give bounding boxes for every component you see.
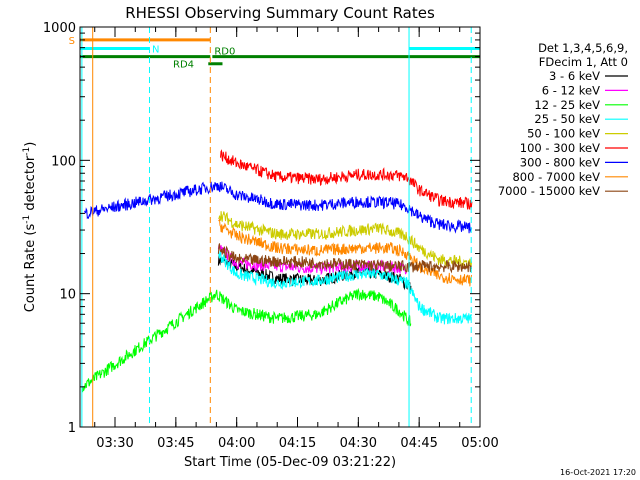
y-axis-label-end: ) xyxy=(23,142,38,147)
y-axis: 1 10 100 1000 xyxy=(43,21,480,436)
series-line-8 xyxy=(217,243,472,274)
legend-label-8: 7000 - 15000 keV xyxy=(498,184,600,198)
annotation-label-5: RD0 xyxy=(214,47,235,58)
x-tick-label-1: 03:45 xyxy=(157,436,194,451)
series-line-6 xyxy=(84,181,473,234)
chart-title: RHESSI Observing Summary Count Rates xyxy=(125,4,435,22)
y-axis-label-sup1: -1 xyxy=(22,215,32,224)
legend-label-1: 6 - 12 keV xyxy=(542,83,600,97)
legend-label-6: 300 - 800 keV xyxy=(520,155,600,169)
x-tick-label-6: 05:00 xyxy=(461,436,498,451)
series-layer xyxy=(82,149,473,393)
y-axis-label-sup2: -1 xyxy=(22,147,32,156)
y-tick-label-2: 100 xyxy=(51,154,76,169)
series-line-5 xyxy=(220,149,473,210)
x-tick-label-4: 04:30 xyxy=(340,436,377,451)
legend-label-2: 12 - 25 keV xyxy=(534,98,600,112)
series-line-2 xyxy=(82,287,412,393)
legend-header-0: Det 1,3,4,5,6,9, xyxy=(538,41,628,55)
y-tick-label-3: 1000 xyxy=(43,21,76,36)
plot-frame xyxy=(79,26,481,428)
x-tick-label-0: 03:30 xyxy=(96,436,133,451)
series-line-3 xyxy=(217,250,472,325)
legend-label-5: 100 - 300 keV xyxy=(520,141,600,155)
annotation-label-1: N xyxy=(152,44,159,55)
legend-header-1: FDecim 1, Att 0 xyxy=(539,55,628,69)
x-tick-label-5: 04:45 xyxy=(400,436,437,451)
legend-label-4: 50 - 100 keV xyxy=(527,127,600,141)
timestamp: 16-Oct-2021 17:20 xyxy=(560,468,636,477)
annotation-layer: S N RD4 RD0 xyxy=(69,36,480,71)
x-tick-label-3: 04:15 xyxy=(279,436,316,451)
x-axis: 03:30 03:45 04:00 04:15 04:30 04:45 05:00 xyxy=(94,27,499,451)
annotation-label-0: S xyxy=(69,36,75,47)
vertical-line-layer xyxy=(81,27,472,427)
y-axis-label-mid: detector xyxy=(23,155,38,215)
legend: Det 1,3,4,5,6,9,FDecim 1, Att 03 - 6 keV… xyxy=(498,41,628,198)
legend-label-7: 800 - 7000 keV xyxy=(512,170,600,184)
y-tick-label-1: 10 xyxy=(59,288,76,303)
y-tick-label-0: 1 xyxy=(68,421,76,436)
y-axis-label-main: Count Rate (s xyxy=(23,224,38,313)
annotation-label-3: RD4 xyxy=(173,60,194,71)
legend-label-3: 25 - 50 keV xyxy=(534,112,600,126)
x-tick-label-2: 04:00 xyxy=(218,436,255,451)
series-line-4 xyxy=(218,211,472,270)
x-axis-label: Start Time (05-Dec-09 03:21:22) xyxy=(184,455,396,470)
y-axis-label: Count Rate (s-1 detector-1) xyxy=(22,142,38,313)
legend-label-0: 3 - 6 keV xyxy=(549,69,600,83)
